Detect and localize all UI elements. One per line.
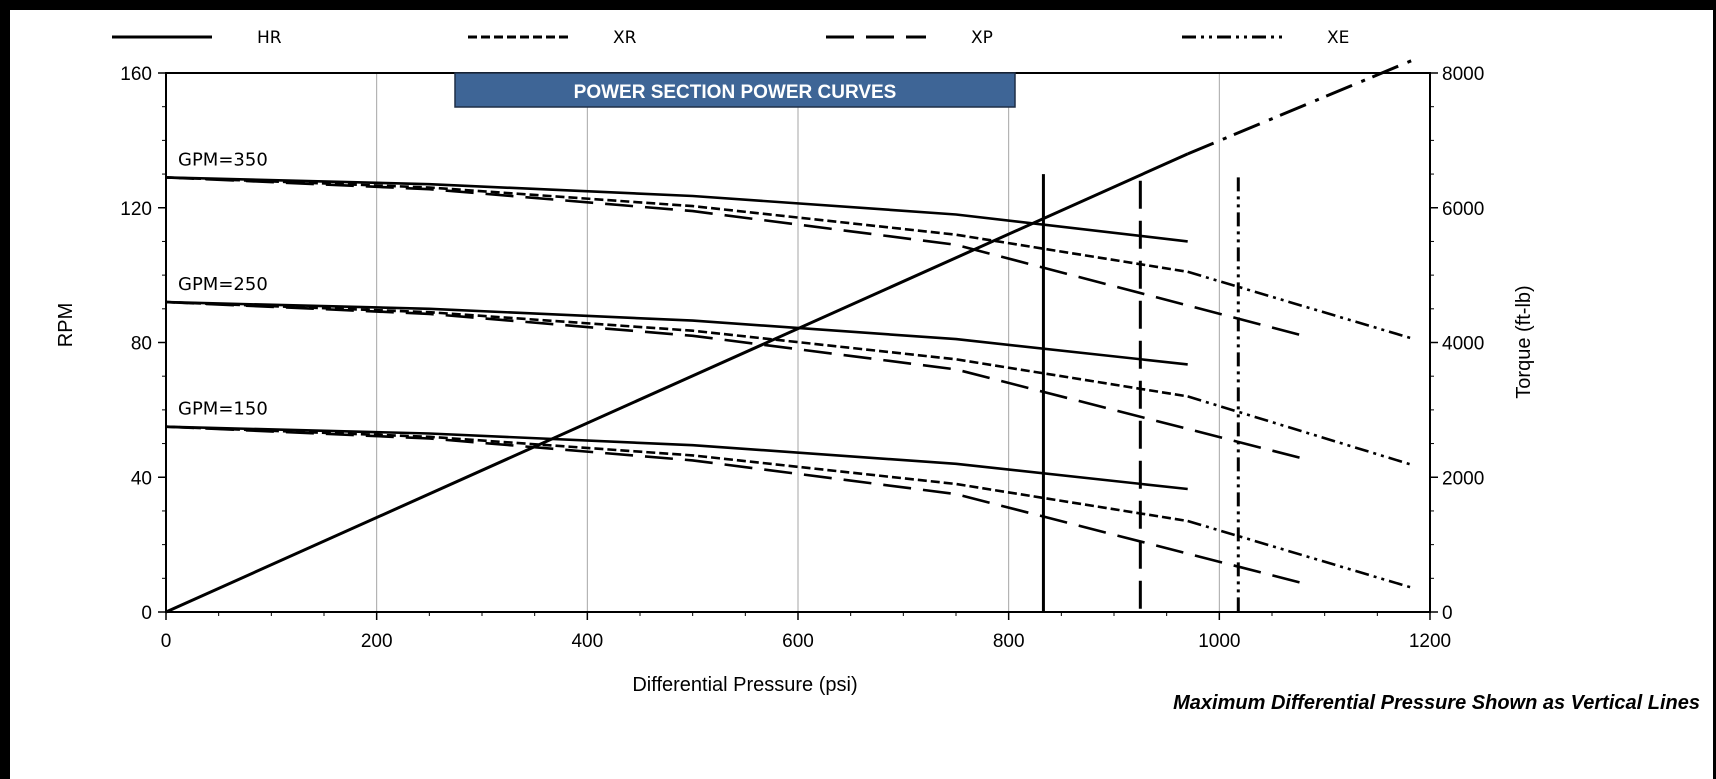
legend: HR XR XP XE	[112, 28, 1349, 48]
x-tick-label-0: 0	[161, 631, 172, 652]
y-axis-title: RPM	[55, 303, 77, 347]
y-tick-label-0: 0	[141, 603, 152, 624]
gridlines	[376, 73, 1220, 612]
y2-tick-label-0: 0	[1442, 603, 1453, 624]
torque-line-extension	[1187, 58, 1415, 156]
x-tick-label-1200: 1200	[1409, 631, 1451, 652]
legend-label-xe: XE	[1327, 28, 1349, 48]
axes: 0 200 400 600 800 1000 1200 0 40 80 120 160 0 2000 400…	[120, 64, 1484, 652]
rpm-curve-xp-gpm-150	[165, 425, 1304, 585]
x-tick-label-800: 800	[993, 631, 1025, 652]
legend-label-hr: HR	[257, 28, 282, 48]
flow-label-gpm-150: GPM=150	[178, 399, 268, 420]
y-tick-label-120: 120	[120, 199, 152, 220]
rpm-curve-xp-gpm-250	[165, 300, 1304, 460]
rpm-curve-hr-gpm-150	[165, 425, 1188, 491]
legend-label-xr: XR	[613, 28, 637, 48]
y-tick-label-80: 80	[131, 334, 152, 355]
rpm-curve-xe-gpm-350	[1187, 270, 1415, 341]
rpm-curve-xr-gpm-150	[165, 425, 1188, 523]
max-pressure-lines	[1041, 174, 1240, 612]
legend-label-xp: XP	[971, 28, 993, 48]
y-tick-label-160: 160	[120, 64, 152, 85]
torque-line-solid	[165, 152, 1189, 614]
y2-tick-label-8000: 8000	[1442, 64, 1484, 85]
x-tick-label-200: 200	[361, 631, 393, 652]
torque-line	[165, 58, 1415, 614]
footnote: Maximum Differential Pressure Shown as V…	[1173, 692, 1700, 714]
x-tick-label-1000: 1000	[1198, 631, 1240, 652]
flow-label-gpm-250: GPM=250	[178, 274, 268, 295]
flow-label-gpm-350: GPM=350	[178, 149, 268, 170]
flow-labels: GPM=350 GPM=250 GPM=150	[178, 149, 268, 419]
y2-tick-label-4000: 4000	[1442, 334, 1484, 355]
rpm-curve-xe-gpm-150	[1187, 519, 1415, 590]
x-tick-label-400: 400	[571, 631, 603, 652]
x-tick-label-600: 600	[782, 631, 814, 652]
rpm-curve-hr-gpm-250	[165, 300, 1188, 366]
y2-tick-label-2000: 2000	[1442, 468, 1484, 489]
chart-title: POWER SECTION POWER CURVES	[574, 82, 897, 103]
rpm-curve-hr-gpm-350	[165, 176, 1188, 243]
y2-tick-label-6000: 6000	[1442, 199, 1484, 220]
chart-title-background	[454, 72, 1016, 108]
y-tick-label-40: 40	[131, 468, 152, 489]
y2-axis-title: Torque (ft-lb)	[1513, 285, 1535, 398]
rpm-curve-xe-gpm-250	[1187, 395, 1415, 467]
chart-title-box: POWER SECTION POWER CURVES	[454, 72, 1016, 108]
rpm-curve-xp-gpm-350	[165, 176, 1304, 338]
x-axis-title: Differential Pressure (psi)	[632, 674, 857, 696]
rpm-curves	[165, 176, 1415, 590]
